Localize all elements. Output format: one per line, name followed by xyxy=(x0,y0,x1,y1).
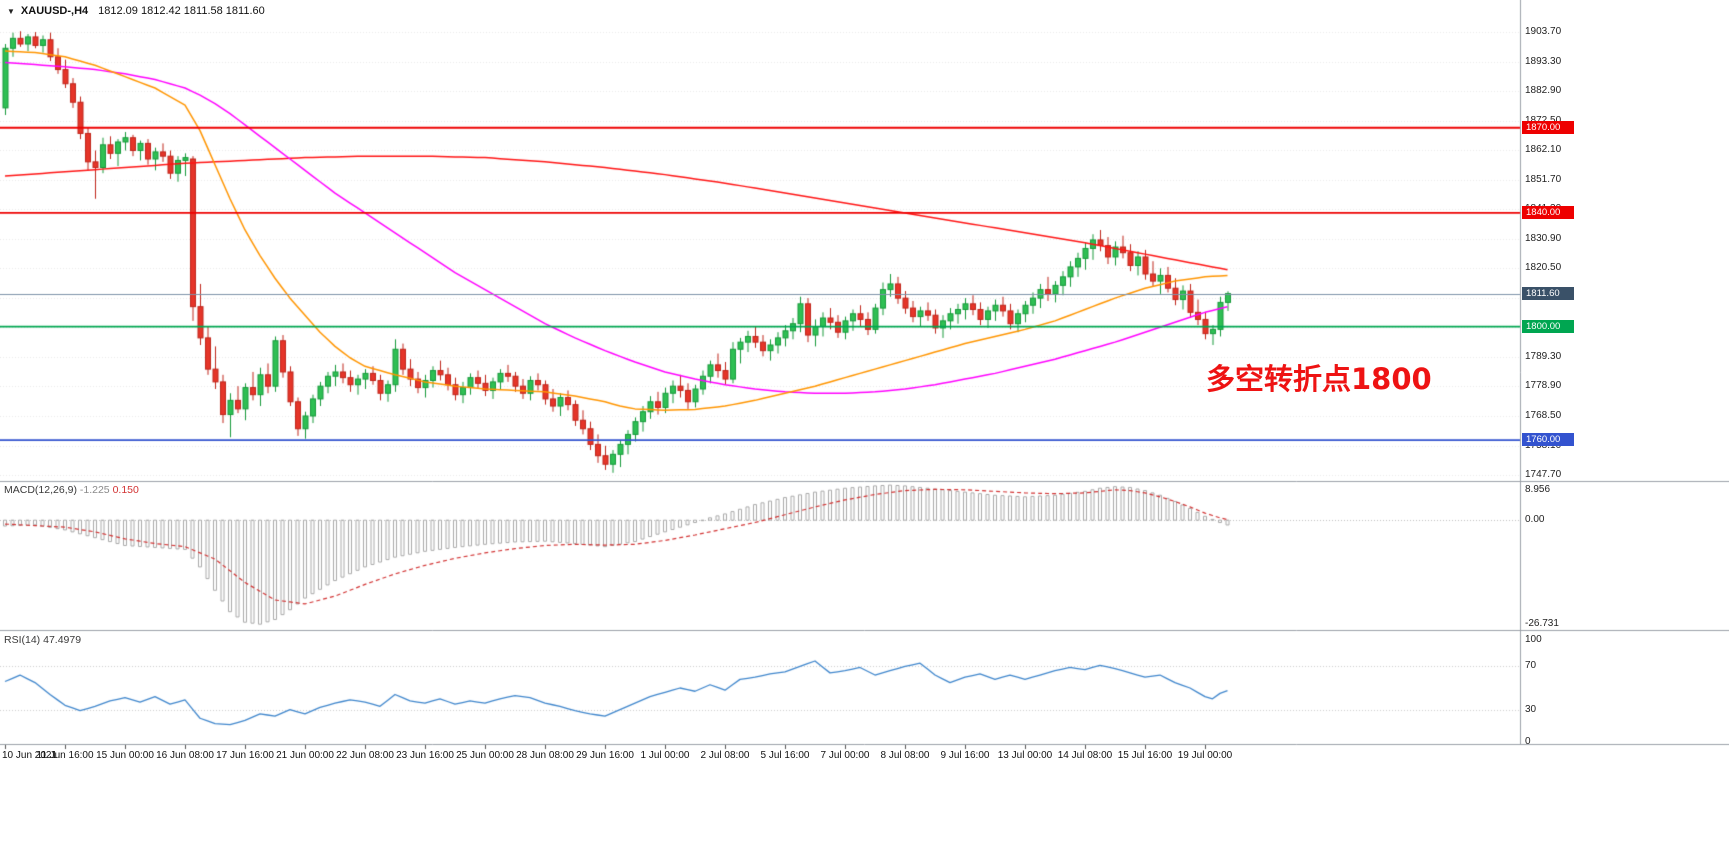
rsi-indicator-label: RSI(14) xyxy=(4,634,41,646)
macd-value-main: -1.225 xyxy=(79,484,110,496)
rsi-value: 47.4979 xyxy=(43,634,82,646)
macd-indicator-label: MACD(12,26,9) xyxy=(4,484,77,496)
macd-value-signal: 0.150 xyxy=(112,484,139,496)
trend-annotation: 多空转折点1800 xyxy=(1206,362,1432,396)
ohlc-quote: 1812.09 1812.42 1811.58 1811.60 xyxy=(98,5,265,17)
symbol-timeframe-title: XAUUSD-,H4 xyxy=(20,5,89,17)
chart-dropdown-icon[interactable]: ▼ xyxy=(7,7,15,16)
rsi-label-row: RSI(14) 47.4979 xyxy=(4,634,81,646)
chart-title-bar: ▼ XAUUSD-,H4 1812.09 1812.42 1811.58 1811.… xyxy=(7,5,265,17)
macd-label-row: MACD(12,26,9) -1.225 0.150 xyxy=(4,484,139,496)
